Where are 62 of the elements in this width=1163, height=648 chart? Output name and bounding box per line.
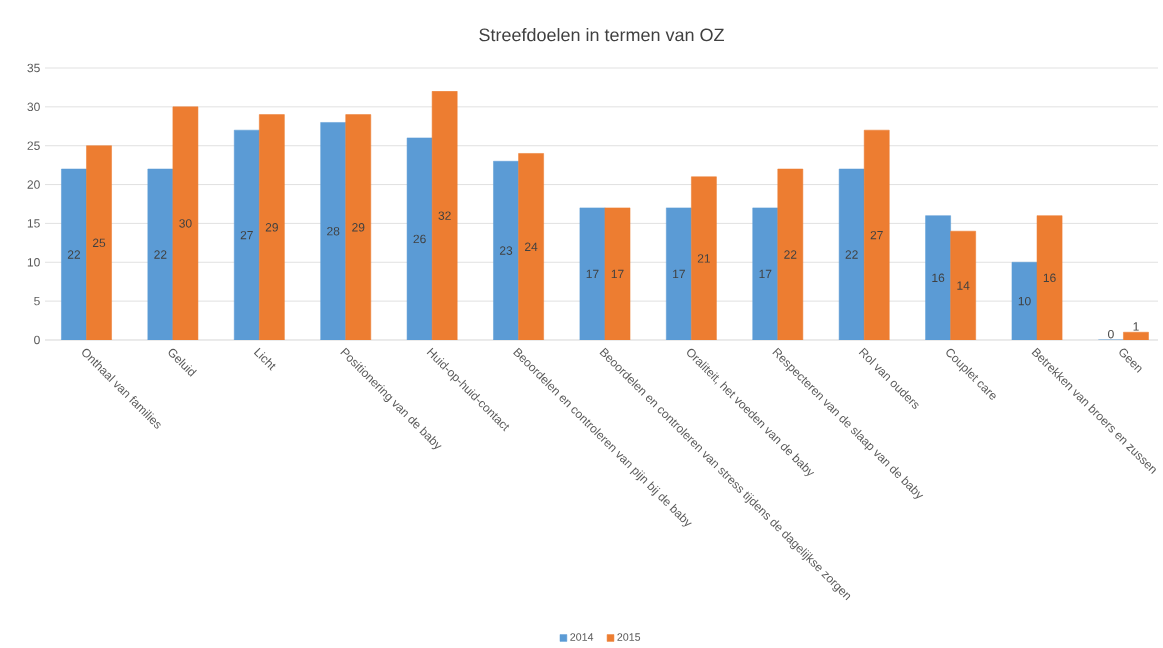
data-label: 21 — [697, 254, 710, 263]
bar — [579, 207, 606, 340]
data-label: 16 — [1043, 273, 1056, 283]
y-tick-label: 35 — [27, 63, 40, 73]
data-label: 16 — [932, 273, 945, 283]
bar — [518, 153, 544, 340]
bar — [666, 207, 692, 340]
data-label: 26 — [413, 234, 426, 244]
bar — [320, 122, 346, 340]
data-label: 29 — [352, 223, 365, 232]
data-label: 14 — [957, 281, 970, 290]
bar — [233, 129, 260, 340]
bar — [925, 215, 951, 340]
data-label: 22 — [67, 250, 81, 259]
data-label: 17 — [611, 269, 624, 279]
bar — [863, 129, 890, 340]
bar — [61, 168, 87, 340]
bar — [691, 176, 717, 340]
bar — [431, 91, 458, 340]
legend-label: 2014 — [570, 633, 594, 641]
data-label: 28 — [327, 226, 340, 236]
data-label: 22 — [154, 250, 167, 259]
bar — [777, 168, 804, 340]
data-label: 32 — [438, 211, 451, 220]
data-label: 17 — [586, 269, 599, 279]
y-tick-label: 0 — [34, 335, 40, 345]
bar — [1123, 331, 1149, 340]
y-tick-label: 20 — [27, 180, 40, 189]
data-label: 24 — [525, 242, 538, 251]
bar — [259, 114, 285, 340]
data-label: 0 — [1108, 329, 1114, 339]
data-label: 17 — [759, 269, 772, 279]
data-label: 23 — [499, 246, 513, 255]
y-tick-label: 30 — [27, 102, 40, 112]
data-label: 25 — [92, 238, 106, 248]
bar — [493, 160, 519, 340]
bar — [147, 168, 174, 340]
bar — [345, 114, 372, 340]
y-tick-label: 5 — [34, 296, 40, 306]
bar — [1036, 215, 1063, 340]
data-label: 22 — [784, 250, 797, 259]
y-tick-label: 15 — [27, 219, 40, 228]
bar — [752, 207, 779, 340]
legend-label: 2015 — [617, 633, 641, 641]
bar — [86, 145, 112, 340]
bar — [950, 230, 976, 340]
data-label: 30 — [179, 219, 192, 228]
bar — [838, 168, 865, 340]
data-label: 1 — [1133, 322, 1139, 331]
data-label: 22 — [845, 250, 858, 259]
chart-title: Streefdoelen in termen van OZ — [479, 28, 724, 42]
bar — [406, 137, 433, 340]
data-label: 27 — [240, 230, 253, 240]
bar — [172, 106, 199, 340]
data-label: 17 — [673, 269, 685, 279]
data-label: 27 — [870, 230, 883, 240]
y-tick-label: 25 — [27, 141, 40, 150]
bar — [604, 207, 631, 340]
bar — [1011, 262, 1038, 340]
data-label: 29 — [265, 223, 278, 232]
data-label: 10 — [1018, 296, 1031, 306]
y-tick-label: 10 — [27, 258, 40, 267]
